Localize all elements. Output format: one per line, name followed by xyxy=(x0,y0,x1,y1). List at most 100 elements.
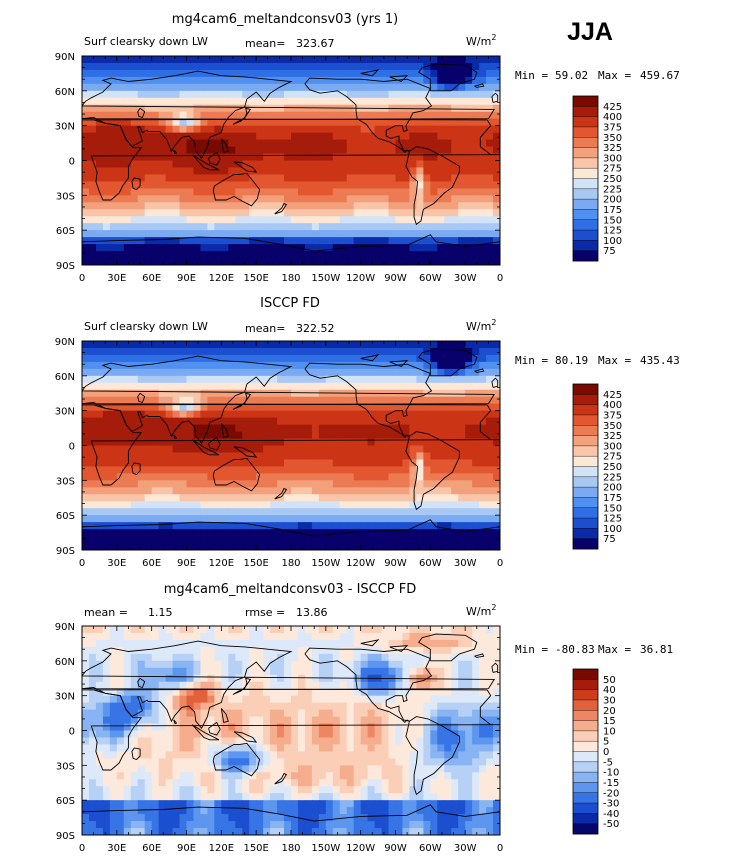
field-cell xyxy=(395,111,404,120)
field-cell xyxy=(353,237,362,245)
field-cell xyxy=(137,56,146,64)
field-cell xyxy=(95,258,104,265)
field-cell xyxy=(465,389,473,398)
field-cell xyxy=(137,69,146,78)
field-cell xyxy=(256,438,264,447)
field-cell xyxy=(346,424,355,433)
field-cell xyxy=(325,653,334,662)
field-cell xyxy=(214,195,222,203)
field-cell xyxy=(318,368,327,377)
field-cell xyxy=(409,258,417,265)
field-cell xyxy=(458,403,466,412)
field-cell xyxy=(193,223,202,231)
field-cell xyxy=(479,83,487,92)
field-cell xyxy=(374,632,383,641)
field-cell xyxy=(151,132,160,141)
field-cell xyxy=(137,62,146,71)
field-cell xyxy=(360,76,369,85)
field-cell xyxy=(367,375,376,384)
field-cell xyxy=(486,209,494,217)
field-cell xyxy=(186,709,195,718)
field-cell xyxy=(353,209,362,217)
field-cell xyxy=(402,188,411,196)
field-cell xyxy=(493,62,500,71)
field-cell xyxy=(472,396,480,405)
field-cell xyxy=(311,237,320,245)
field-cell xyxy=(165,69,174,78)
field-cell xyxy=(123,487,132,495)
field-cell xyxy=(179,230,188,238)
field-cell xyxy=(165,181,174,189)
field-cell xyxy=(367,403,376,412)
field-cell xyxy=(95,494,104,502)
field-cell xyxy=(249,382,257,391)
field-cell xyxy=(493,174,500,182)
field-cell xyxy=(179,480,188,488)
field-cell xyxy=(318,403,327,412)
field-cell xyxy=(444,646,452,655)
field-cell xyxy=(242,515,250,523)
field-cell xyxy=(95,459,104,467)
field-cell xyxy=(137,667,146,676)
field-cell xyxy=(353,632,362,641)
coastline xyxy=(304,77,433,154)
field-cell xyxy=(193,90,202,99)
field-cell xyxy=(256,639,264,648)
field-cell xyxy=(346,111,355,120)
field-cell xyxy=(95,646,104,655)
field-cell xyxy=(311,139,320,148)
field-cell xyxy=(451,389,459,398)
field-cell xyxy=(297,508,306,516)
field-cell xyxy=(409,69,417,78)
field-cell xyxy=(263,167,271,176)
field-cell xyxy=(458,438,466,447)
field-cell xyxy=(263,146,271,155)
field-cell xyxy=(109,667,118,676)
field-cell xyxy=(214,223,222,231)
field-cell xyxy=(304,681,313,690)
field-cell xyxy=(116,111,125,120)
field-cell xyxy=(186,118,195,127)
field-cell xyxy=(291,702,299,711)
field-cell xyxy=(381,543,390,550)
field-cell xyxy=(395,543,404,550)
field-cell xyxy=(109,174,118,182)
field-cell xyxy=(158,431,167,440)
field-cell xyxy=(430,431,438,440)
field-cell xyxy=(416,83,424,92)
field-cell xyxy=(465,639,473,648)
field-cell xyxy=(479,529,487,537)
field-cell xyxy=(158,209,167,217)
field-cell xyxy=(395,424,404,433)
field-cell xyxy=(360,459,369,467)
field-cell xyxy=(318,480,327,488)
field-cell xyxy=(186,403,195,412)
field-cell xyxy=(451,258,459,265)
y-tick-label: 90S xyxy=(56,261,75,272)
field-cell xyxy=(144,375,153,384)
field-cell xyxy=(263,494,271,502)
field-cell xyxy=(402,410,411,419)
field-cell xyxy=(123,195,132,203)
field-cell xyxy=(207,118,215,127)
field-cell xyxy=(82,132,90,141)
field-cell xyxy=(367,494,376,502)
field-cell xyxy=(165,723,174,732)
field-cell xyxy=(256,251,264,259)
colorbar: 4254003753503253002752502252001751501251… xyxy=(572,383,622,550)
field-cell xyxy=(144,361,153,370)
field-cell xyxy=(291,167,299,176)
field-cell xyxy=(360,146,369,155)
field-cell xyxy=(193,104,202,113)
field-cell xyxy=(416,375,424,384)
field-cell xyxy=(82,716,90,725)
field-cell xyxy=(207,223,215,231)
field-cell xyxy=(472,375,480,384)
field-cell xyxy=(486,452,494,461)
field-cell xyxy=(116,354,125,363)
field-cell xyxy=(172,90,181,99)
field-cell xyxy=(172,209,181,217)
field-cell xyxy=(437,417,445,426)
field-cell xyxy=(339,723,348,732)
field-cell xyxy=(186,174,195,182)
